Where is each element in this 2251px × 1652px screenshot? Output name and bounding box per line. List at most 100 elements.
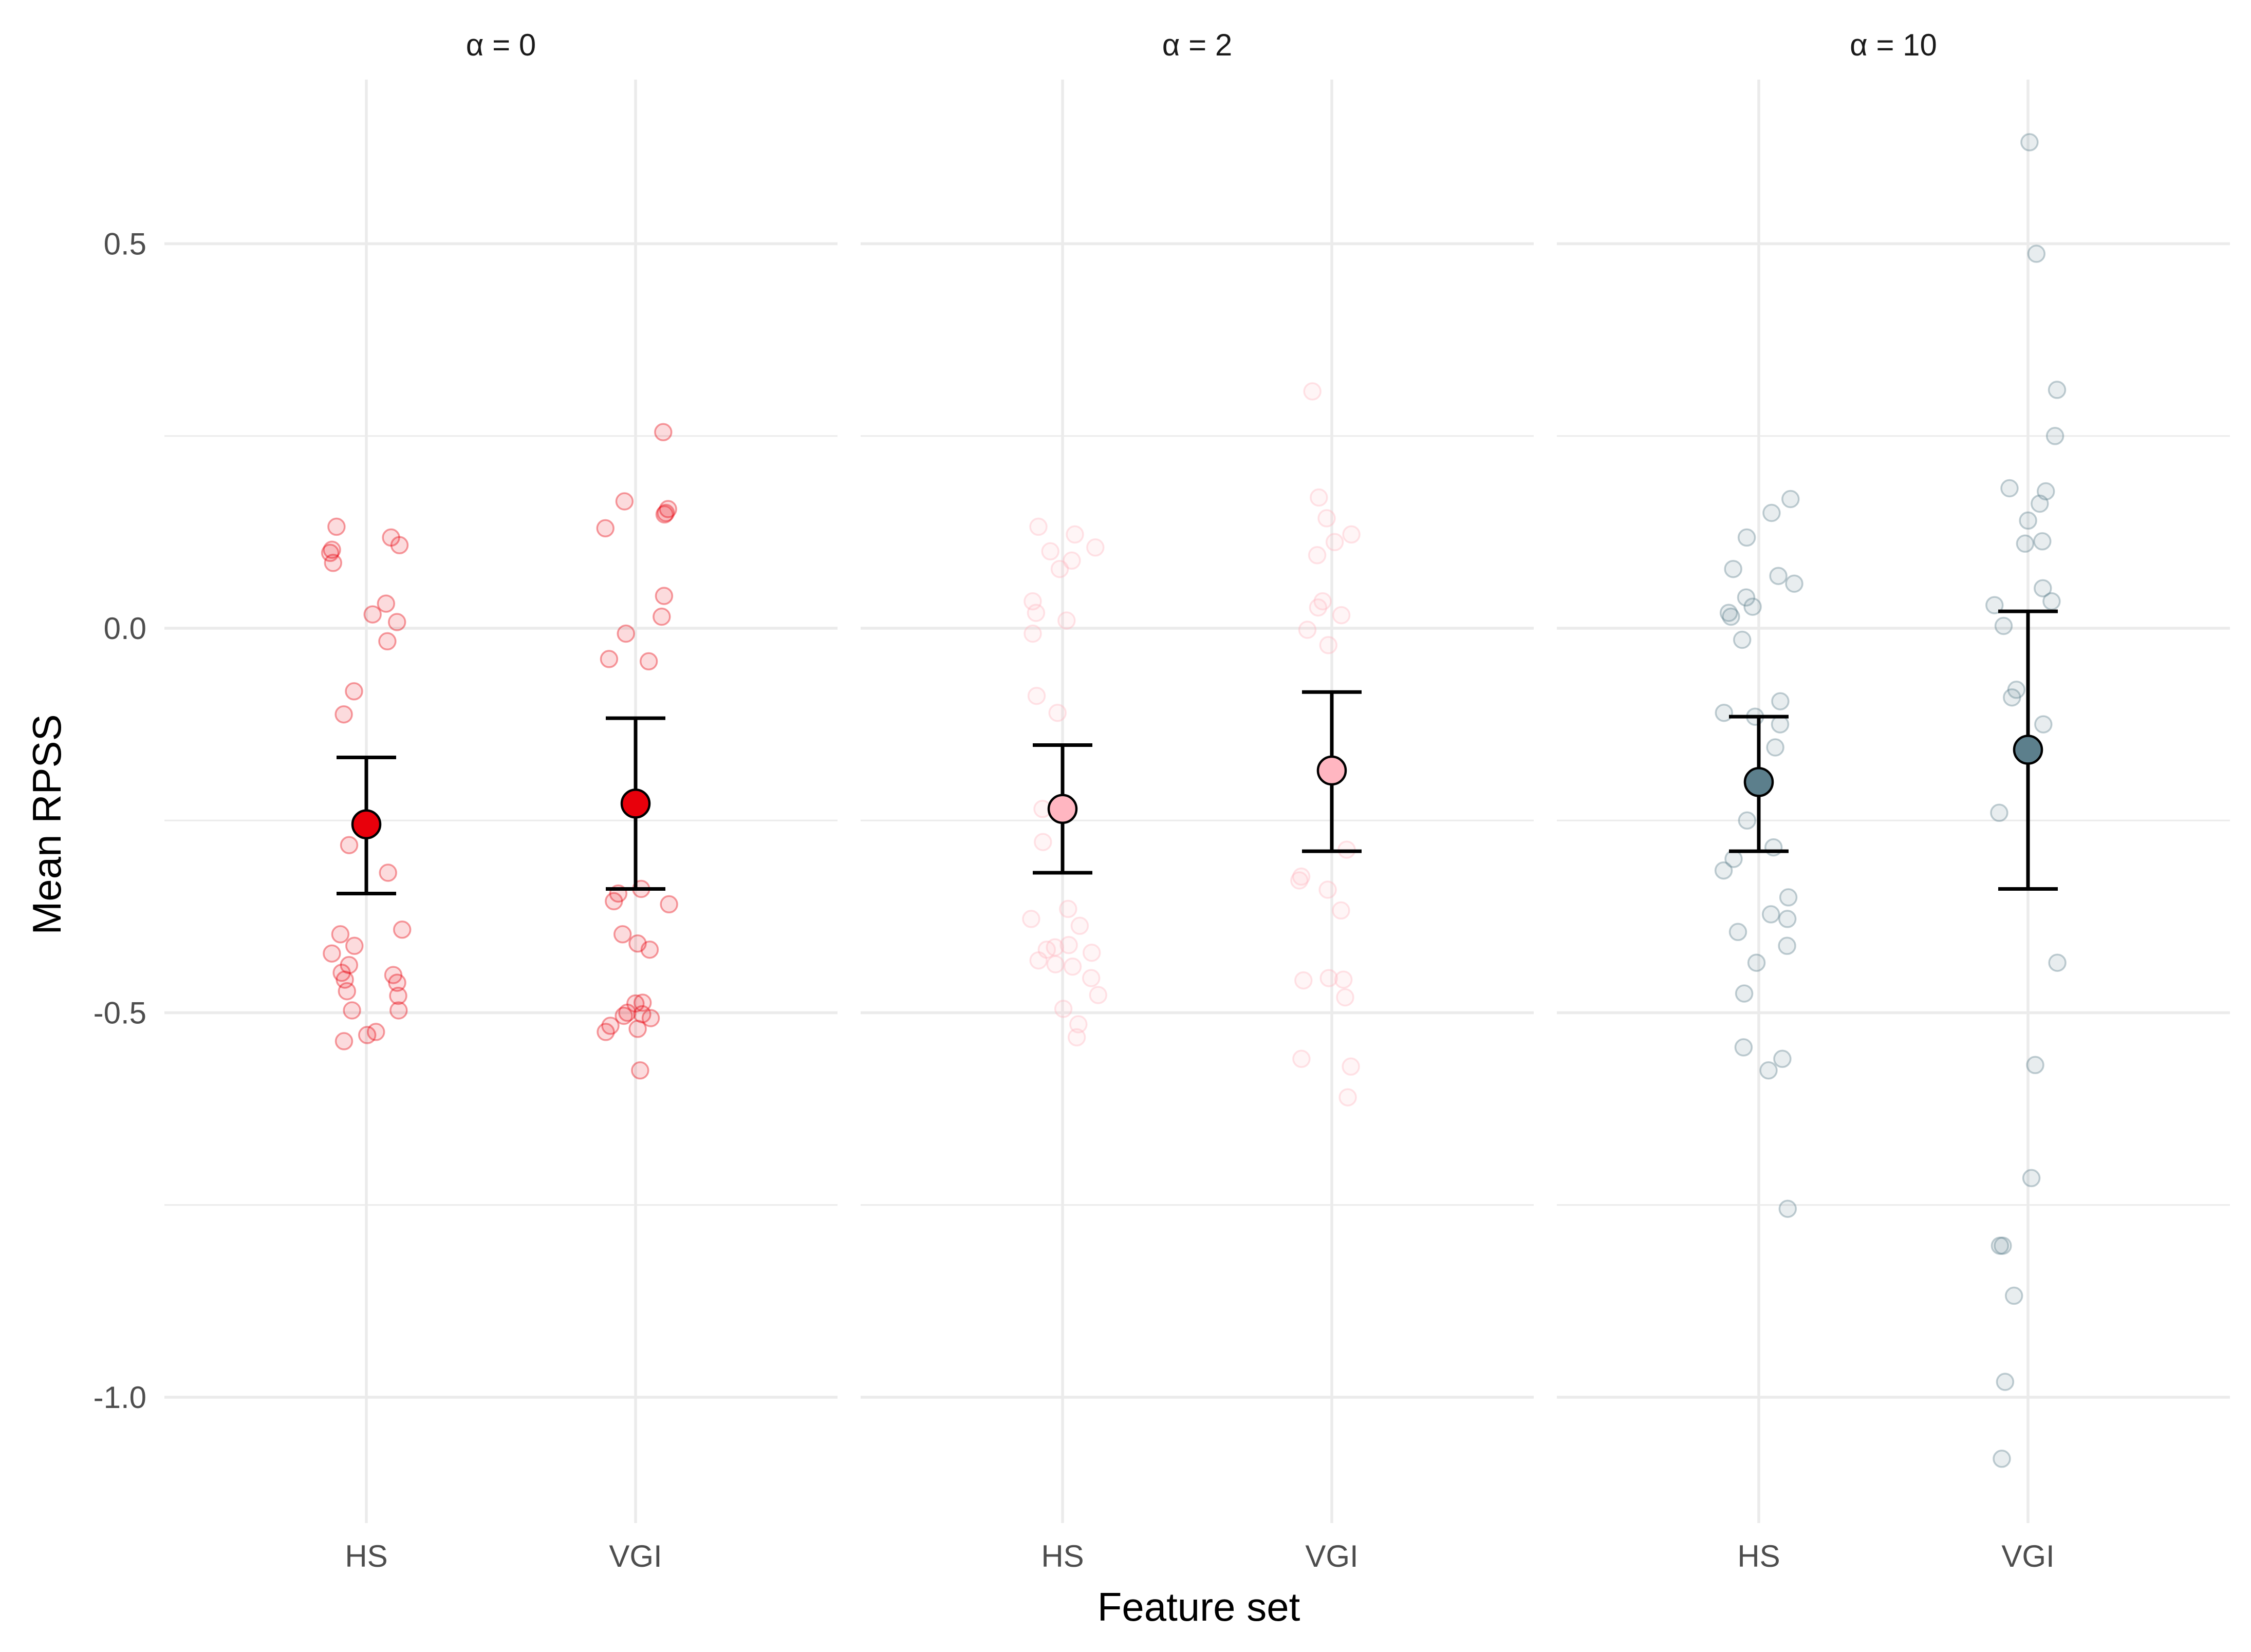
- data-point: [2033, 532, 2052, 551]
- data-point: [1773, 1049, 1792, 1068]
- data-point: [1318, 880, 1337, 899]
- data-point: [1298, 621, 1317, 639]
- x-tick-label: VGI: [609, 1539, 662, 1573]
- data-point: [1024, 592, 1042, 611]
- y-tick-label: -0.5: [94, 996, 146, 1030]
- mean-point: [620, 789, 651, 819]
- data-point: [1048, 703, 1067, 722]
- data-point: [1082, 943, 1101, 962]
- data-point: [1728, 923, 1747, 942]
- label-layer: α = 0 HS VGI α = 2 HS VGI α = 10 HS VGI 0.5 0.0 -0.…: [94, 28, 2055, 1573]
- data-point: [343, 1001, 361, 1020]
- data-point: [1762, 503, 1781, 522]
- data-point: [1342, 1057, 1360, 1076]
- data-point: [1310, 488, 1328, 507]
- data-point: [1778, 1199, 1797, 1218]
- panel-strip-label: α = 10: [1850, 28, 1937, 62]
- data-point: [640, 940, 659, 959]
- data-point: [654, 423, 673, 442]
- data-point: [382, 528, 400, 547]
- data-point: [1990, 803, 2008, 822]
- data-point: [384, 966, 403, 984]
- data-point: [331, 925, 350, 944]
- data-point: [1781, 490, 1800, 509]
- data-point: [615, 1006, 633, 1025]
- data-point: [2036, 482, 2055, 501]
- x-tick-label: VGI: [2001, 1539, 2054, 1573]
- data-point: [1747, 953, 1766, 972]
- data-point: [626, 994, 645, 1013]
- data-point: [613, 925, 632, 944]
- data-point: [1022, 910, 1040, 928]
- data-point: [1342, 525, 1361, 544]
- data-point: [600, 650, 619, 668]
- data-point: [1719, 604, 1738, 622]
- data-point: [1766, 738, 1784, 757]
- data-point: [378, 632, 397, 651]
- data-point: [1737, 588, 1756, 607]
- data-point: [655, 505, 674, 524]
- data-point: [1070, 916, 1089, 935]
- data-point: [1046, 955, 1065, 973]
- data-point: [2004, 1286, 2023, 1305]
- data-point: [324, 554, 343, 572]
- data-point: [1990, 1236, 2010, 1255]
- data-point: [1067, 1028, 1086, 1047]
- data-point: [657, 503, 675, 522]
- data-point: [1994, 616, 2013, 635]
- data-point: [1338, 1088, 1357, 1106]
- data-point: [2020, 133, 2039, 152]
- data-point: [1027, 604, 1046, 622]
- data-point: [1715, 703, 1734, 722]
- data-point: [1325, 533, 1344, 552]
- data-point: [2048, 953, 2067, 972]
- data-point: [338, 982, 357, 1001]
- data-point: [1082, 969, 1101, 987]
- data-point: [1319, 969, 1338, 987]
- data-point: [2031, 494, 2049, 513]
- data-point: [377, 594, 396, 613]
- data-point: [1714, 861, 1733, 880]
- data-point: [1336, 988, 1354, 1007]
- data-point: [336, 970, 354, 989]
- data-point: [1308, 546, 1327, 565]
- data-point: [389, 1001, 408, 1020]
- data-point: [1294, 971, 1313, 990]
- data-point: [388, 973, 406, 992]
- data-point: [379, 863, 397, 882]
- data-point: [1334, 970, 1353, 989]
- data-point: [1771, 692, 1790, 710]
- data-point: [653, 607, 671, 626]
- data-point: [1046, 938, 1064, 957]
- data-point: [2026, 1056, 2044, 1075]
- data-point: [1993, 1450, 2011, 1468]
- data-point: [1737, 528, 1756, 547]
- data-point: [631, 1061, 649, 1080]
- data-point: [2003, 688, 2021, 707]
- data-point: [597, 1023, 615, 1041]
- data-point: [1759, 1061, 1778, 1080]
- x-tick-label: VGI: [1305, 1539, 1358, 1573]
- data-point: [1050, 559, 1069, 578]
- data-point: [2007, 681, 2026, 699]
- data-point: [1034, 833, 1052, 851]
- data-point: [1303, 382, 1322, 401]
- data-point: [1292, 1049, 1311, 1068]
- data-point: [345, 682, 363, 701]
- x-tick-label: HS: [1737, 1539, 1780, 1573]
- data-point: [327, 517, 346, 536]
- data-point: [323, 944, 341, 963]
- data-point: [2022, 1169, 2041, 1188]
- data-point: [655, 587, 674, 605]
- data-point: [615, 492, 634, 511]
- data-point: [1066, 525, 1084, 544]
- data-point: [363, 605, 382, 624]
- data-point: [1063, 551, 1081, 570]
- data-point: [1059, 936, 1078, 954]
- data-point: [1319, 636, 1338, 654]
- data-point: [2034, 715, 2053, 734]
- data-point: [2045, 427, 2064, 445]
- data-point: [2019, 511, 2037, 530]
- data-point: [358, 1026, 377, 1044]
